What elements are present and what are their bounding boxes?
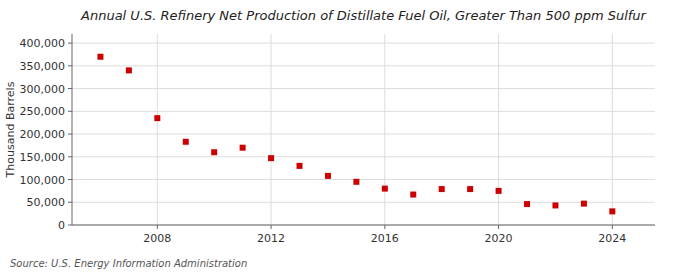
chart-container: Annual U.S. Refinery Net Production of D… <box>0 0 675 275</box>
y-axis-label: Thousand Barrels <box>4 81 17 178</box>
tick-mark <box>498 225 499 229</box>
point <box>154 115 160 121</box>
tick-mark <box>157 225 158 229</box>
tick-label: 150,000 <box>20 151 66 164</box>
tick-mark <box>68 43 72 44</box>
tick-label: 300,000 <box>20 83 66 96</box>
tick-mark <box>271 225 272 229</box>
tick-label: 100,000 <box>20 174 66 187</box>
point <box>496 188 502 194</box>
grid-line <box>72 88 655 89</box>
tick-mark <box>68 156 72 157</box>
tick-label: 250,000 <box>20 105 66 118</box>
point <box>353 179 359 185</box>
tick-mark <box>68 88 72 89</box>
tick-label: 200,000 <box>20 128 66 141</box>
tick-mark <box>68 225 72 226</box>
point <box>211 149 217 155</box>
point <box>183 139 189 145</box>
grid-line <box>157 34 158 225</box>
point <box>268 155 274 161</box>
point <box>552 202 558 208</box>
grid-line <box>72 111 655 112</box>
grid-line <box>612 34 613 225</box>
point <box>581 201 587 207</box>
grid-line <box>271 34 272 225</box>
chart: Annual U.S. Refinery Net Production of D… <box>0 0 675 275</box>
tick-label: 2012 <box>257 232 285 245</box>
tick-label: 2016 <box>371 232 399 245</box>
grid-line <box>72 43 655 44</box>
grid-line <box>72 202 655 203</box>
tick-mark <box>612 225 613 229</box>
points <box>97 54 615 215</box>
grid-line <box>498 34 499 225</box>
y-axis-line <box>72 34 73 225</box>
tick-mark <box>384 225 385 229</box>
grid-line <box>72 225 655 226</box>
grid-line <box>72 65 655 66</box>
grid-line <box>384 34 385 225</box>
point <box>325 173 331 179</box>
point <box>97 54 103 60</box>
point <box>297 163 303 169</box>
tick-label: 0 <box>58 219 65 232</box>
tick-label: 400,000 <box>20 37 66 50</box>
tick-label: 50,000 <box>27 196 66 209</box>
point <box>467 186 473 192</box>
tick-mark <box>68 134 72 135</box>
tick-label: 2024 <box>598 232 626 245</box>
point <box>439 186 445 192</box>
tick-label: 2008 <box>143 232 171 245</box>
point <box>609 208 615 214</box>
tick-mark <box>68 202 72 203</box>
source-note: Source: U.S. Energy Information Administ… <box>10 258 247 269</box>
grid-line <box>72 156 655 157</box>
point <box>240 145 246 151</box>
tick-label: 350,000 <box>20 60 66 73</box>
point <box>524 201 530 207</box>
grid-line <box>72 134 655 135</box>
tick-mark <box>68 179 72 180</box>
point <box>382 186 388 192</box>
axes: 0 50,000 100,000 150,000 200,000 250,000 300,0… <box>20 34 656 245</box>
tick-label: 2020 <box>485 232 513 245</box>
point <box>410 192 416 198</box>
grid <box>72 34 655 225</box>
tick-mark <box>68 111 72 112</box>
point <box>126 67 132 73</box>
grid-line <box>72 179 655 180</box>
tick-mark <box>68 65 72 66</box>
x-axis-line <box>72 225 655 226</box>
title: Annual U.S. Refinery Net Production of D… <box>80 8 648 23</box>
